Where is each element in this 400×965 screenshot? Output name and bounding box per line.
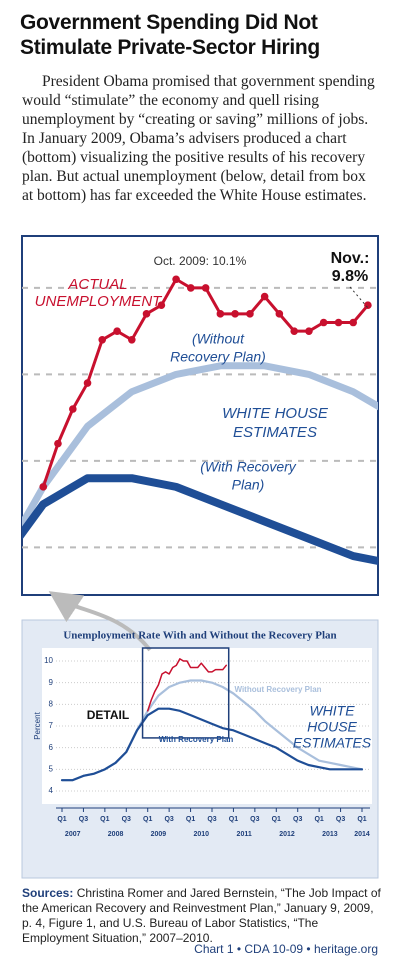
data-point xyxy=(54,439,62,448)
detail-box xyxy=(141,647,230,739)
year-label: 2010 xyxy=(193,831,209,838)
data-point xyxy=(83,379,92,387)
data-point xyxy=(128,336,136,344)
year-label: 2009 xyxy=(151,831,167,838)
y-tick-label: 5 xyxy=(49,764,54,773)
data-point xyxy=(290,327,299,335)
year-label: 2008 xyxy=(108,831,124,838)
annotation: Oct. 2009: 10.1% xyxy=(154,254,247,268)
x-tick-label: Q1 xyxy=(100,816,109,823)
detail-frame xyxy=(21,235,379,596)
x-tick-label: Q1 xyxy=(314,816,323,823)
data-point xyxy=(260,292,269,301)
estimates-label: HOUSE xyxy=(307,719,357,735)
x-tick-label: Q3 xyxy=(336,816,345,823)
detail-label: DETAIL xyxy=(87,708,129,722)
y-tick-label: 8 xyxy=(49,699,54,708)
year-label: 2012 xyxy=(279,831,295,838)
title: Government Spending Did Not Stimulate Pr… xyxy=(20,11,320,59)
y-tick-label: 7 xyxy=(49,721,54,730)
chart-label: Chart 1 • CDA 10-09 xyxy=(194,942,304,956)
x-tick-label: Q1 xyxy=(272,816,281,823)
x-tick-label: Q3 xyxy=(79,816,88,823)
footer: Chart 1 • CDA 10-09 • heritage.org xyxy=(194,942,378,956)
y-tick-label: 6 xyxy=(49,743,54,752)
annotation: (With Recovery xyxy=(200,459,297,475)
year-label: 2007 xyxy=(65,831,81,838)
data-point xyxy=(98,336,107,344)
x-tick-label: Q3 xyxy=(293,816,302,823)
annotation: WHITE HOUSE xyxy=(222,405,329,422)
series-label: Without Recovery Plan xyxy=(234,685,321,694)
annotation: UNEMPLOYMENT xyxy=(35,293,164,310)
sources-label: Sources: xyxy=(22,886,74,900)
data-point xyxy=(157,301,166,310)
data-point xyxy=(305,327,313,335)
series-line xyxy=(60,707,364,782)
data-point xyxy=(216,310,225,318)
estimates-label: WHITE xyxy=(309,703,355,719)
data-point xyxy=(113,327,121,335)
intro: President Obama promised that government… xyxy=(22,73,375,204)
detail-chart xyxy=(22,275,378,565)
x-tick-label: Q1 xyxy=(229,816,238,823)
annotation: ESTIMATES xyxy=(233,424,317,441)
site: heritage.org xyxy=(313,942,378,956)
annotation: Plan) xyxy=(232,477,265,493)
data-point xyxy=(69,405,77,413)
x-tick-label: Q3 xyxy=(207,816,216,823)
estimates-label: ESTIMATES xyxy=(293,735,372,751)
data-point xyxy=(172,275,180,284)
x-tick-label: Q1 xyxy=(57,816,66,823)
year-label: 2011 xyxy=(237,831,252,838)
data-point xyxy=(231,310,239,318)
detail-arrow xyxy=(48,591,152,652)
data-point xyxy=(334,318,343,327)
annotation: (Without xyxy=(192,331,245,347)
chart-title: Unemployment Rate With and Without the R… xyxy=(63,630,336,642)
data-point xyxy=(39,483,48,491)
x-tick-label: Q1 xyxy=(143,816,152,823)
annotation: Recovery Plan) xyxy=(170,349,266,365)
data-point xyxy=(364,301,372,310)
x-tick-label: Q1 xyxy=(357,816,366,823)
data-point xyxy=(201,284,210,292)
series-label: With Recovery Plan xyxy=(159,735,234,744)
series-line xyxy=(22,474,378,565)
x-tick-label: Q1 xyxy=(186,816,195,823)
data-point xyxy=(186,284,195,292)
y-tick-label: 10 xyxy=(44,656,53,665)
data-point xyxy=(142,310,151,318)
sources-text: Christina Romer and Jared Bernstein, “Th… xyxy=(22,886,381,945)
inset-chart: Unemployment Rate With and Without the R… xyxy=(33,630,372,838)
y-tick-label: 9 xyxy=(49,678,54,687)
annotation: Nov.: xyxy=(331,250,370,267)
year-label: 2013 xyxy=(322,831,338,838)
x-tick-label: Q3 xyxy=(250,816,259,823)
data-point xyxy=(319,318,328,327)
y-tick-label: 4 xyxy=(49,786,54,795)
annotation: ACTUAL xyxy=(67,276,127,293)
year-label: 2014 xyxy=(354,831,370,838)
series-line xyxy=(22,362,378,532)
data-point xyxy=(246,310,254,318)
sources: Sources: Christina Romer and Jared Berns… xyxy=(22,886,382,946)
annotation: 9.8% xyxy=(332,268,368,285)
x-tick-label: Q3 xyxy=(122,816,131,823)
data-point xyxy=(275,310,284,318)
x-tick-label: Q3 xyxy=(164,816,173,823)
data-point xyxy=(349,318,358,327)
series-line xyxy=(146,658,228,712)
y-axis-label: Percent xyxy=(33,711,42,739)
